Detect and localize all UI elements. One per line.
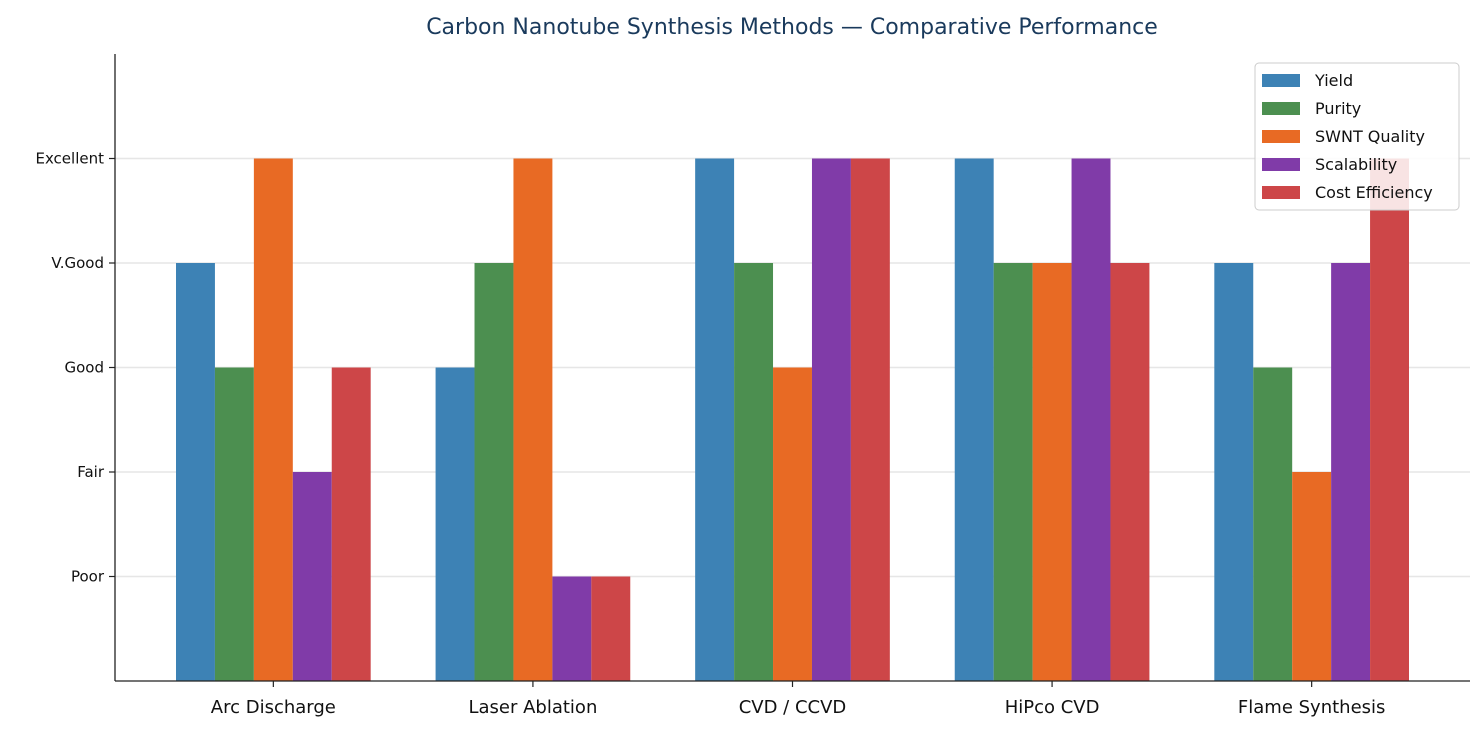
bar-cost-efficiency-0 xyxy=(331,367,371,681)
bar-yield-1 xyxy=(435,367,475,681)
bar-swnt-quality-4 xyxy=(1292,472,1332,681)
y-tick-label: Fair xyxy=(77,463,105,481)
legend-swatch xyxy=(1262,74,1300,87)
x-tick-label: Flame Synthesis xyxy=(1238,697,1386,718)
bar-cost-efficiency-1 xyxy=(591,576,631,681)
legend-swatch xyxy=(1262,102,1300,115)
legend-label: Scalability xyxy=(1315,155,1397,174)
x-tick-label: HiPco CVD xyxy=(1005,697,1100,718)
bar-purity-2 xyxy=(734,263,774,681)
legend-swatch xyxy=(1262,130,1300,143)
bar-yield-0 xyxy=(176,263,215,681)
bar-purity-0 xyxy=(214,367,254,681)
bar-swnt-quality-2 xyxy=(773,367,812,681)
y-tick-label: V.Good xyxy=(51,254,104,272)
bar-swnt-quality-3 xyxy=(1032,263,1072,681)
bar-scalability-0 xyxy=(292,472,332,681)
bar-yield-3 xyxy=(954,158,994,681)
y-tick-label: Excellent xyxy=(35,150,104,168)
bar-swnt-quality-0 xyxy=(253,158,293,681)
legend-label: Purity xyxy=(1315,99,1361,118)
x-tick-label: Arc Discharge xyxy=(211,697,336,718)
legend-swatch xyxy=(1262,186,1300,199)
bar-yield-4 xyxy=(1214,263,1254,681)
bar-yield-2 xyxy=(695,158,735,681)
legend-box xyxy=(1254,62,1460,211)
bar-scalability-3 xyxy=(1071,158,1111,681)
bar-cost-efficiency-3 xyxy=(1110,263,1150,681)
bar-purity-1 xyxy=(474,263,514,681)
bar-purity-4 xyxy=(1253,367,1293,681)
legend-label: Yield xyxy=(1314,71,1353,90)
bar-scalability-4 xyxy=(1331,263,1371,681)
bar-purity-3 xyxy=(993,263,1033,681)
bar-cost-efficiency-4 xyxy=(1370,158,1409,681)
bar-swnt-quality-1 xyxy=(513,158,553,681)
legend-label: SWNT Quality xyxy=(1315,127,1425,146)
chart-title: Carbon Nanotube Synthesis Methods — Comp… xyxy=(426,15,1158,40)
legend-swatch xyxy=(1262,158,1300,171)
legend-label: Cost Efficiency xyxy=(1315,183,1433,202)
bar-scalability-1 xyxy=(552,576,592,681)
x-tick-label: CVD / CCVD xyxy=(739,697,847,718)
bar-scalability-2 xyxy=(811,158,851,681)
x-tick-label: Laser Ablation xyxy=(468,697,597,718)
y-tick-label: Good xyxy=(65,359,105,377)
bar-cost-efficiency-2 xyxy=(850,158,890,681)
y-tick-label: Poor xyxy=(71,568,105,586)
